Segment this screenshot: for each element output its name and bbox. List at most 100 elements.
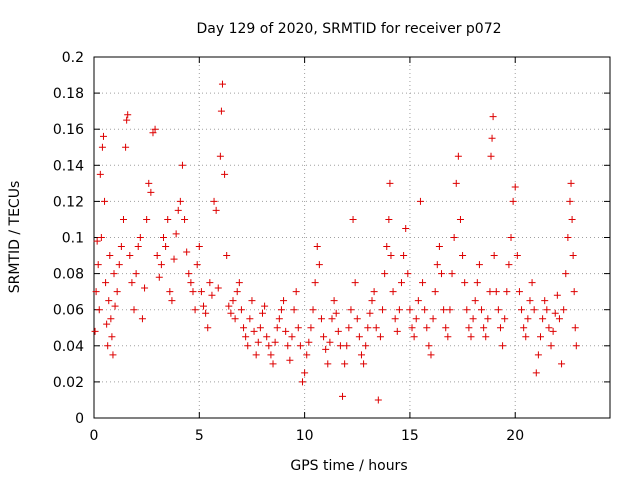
data-point: [539, 315, 547, 323]
data-point: [174, 206, 182, 214]
data-point: [164, 215, 172, 223]
data-point: [103, 320, 111, 328]
data-point: [223, 252, 231, 260]
data-point: [410, 333, 418, 341]
data-point: [242, 333, 250, 341]
data-point: [108, 333, 116, 341]
data-point: [459, 252, 467, 260]
data-point: [151, 125, 159, 133]
data-point: [299, 378, 307, 386]
data-point: [454, 152, 462, 160]
data-point: [433, 261, 441, 269]
data-point: [503, 288, 511, 296]
data-point: [96, 170, 104, 178]
data-point: [524, 315, 532, 323]
data-point: [501, 315, 509, 323]
data-point: [296, 342, 304, 350]
data-point: [475, 261, 483, 269]
y-tick-label: 0.02: [53, 375, 84, 391]
data-point: [473, 279, 481, 287]
data-point: [336, 342, 344, 350]
data-point: [172, 230, 180, 238]
data-point: [494, 306, 502, 314]
data-point: [197, 288, 205, 296]
data-point: [391, 315, 399, 323]
data-point: [217, 107, 225, 115]
data-point: [214, 284, 222, 292]
data-point: [263, 333, 271, 341]
data-point: [130, 306, 138, 314]
data-point: [450, 234, 458, 241]
y-tick-label: 0.12: [53, 194, 84, 210]
data-point: [286, 356, 294, 364]
x-tick-label: 10: [296, 428, 314, 444]
data-point: [117, 243, 125, 251]
data-point: [95, 306, 103, 314]
data-point: [553, 291, 561, 299]
data-point: [467, 333, 475, 341]
data-point: [362, 342, 370, 350]
data-point: [176, 197, 184, 205]
data-point: [448, 270, 456, 278]
data-point: [480, 324, 488, 332]
data-point: [240, 324, 248, 332]
data-point: [526, 297, 534, 305]
data-point: [307, 324, 315, 332]
data-point: [406, 306, 414, 314]
y-tick-labels: 0 0.02 0.04 0.06 0.08 0.1 0.12 0.14 0.16 0.18 0.2: [53, 50, 84, 427]
data-point: [204, 324, 212, 332]
data-point: [273, 324, 281, 332]
data-point: [376, 333, 384, 341]
data-point: [168, 297, 176, 305]
data-point: [386, 179, 394, 187]
data-point: [326, 338, 334, 346]
y-tick-label: 0.06: [53, 303, 84, 319]
data-point: [536, 333, 544, 341]
data-point: [518, 306, 526, 314]
plot-frame: [93, 56, 611, 419]
data-point: [569, 252, 577, 260]
data-point: [288, 333, 296, 341]
data-point: [195, 243, 203, 251]
data-point: [404, 270, 412, 278]
data-point: [425, 342, 433, 350]
data-point: [105, 297, 113, 305]
y-tick-label: 0.2: [62, 50, 84, 66]
data-point: [562, 270, 570, 278]
data-point: [341, 360, 349, 368]
data-point: [98, 143, 106, 151]
data-point: [153, 252, 161, 260]
data-point: [221, 170, 229, 178]
data-point: [271, 338, 279, 346]
data-point: [109, 351, 117, 359]
data-point: [364, 324, 372, 332]
data-point: [123, 116, 131, 124]
data-point: [178, 161, 186, 169]
data-point: [104, 342, 112, 350]
data-point: [558, 360, 566, 368]
data-point: [366, 309, 374, 317]
data-point: [119, 215, 127, 223]
y-tick-label: 0.18: [53, 86, 84, 102]
data-point: [282, 327, 290, 335]
data-point: [92, 288, 100, 296]
grid: [94, 57, 610, 418]
data-point: [368, 297, 376, 305]
data-point: [499, 342, 507, 350]
data-point: [162, 243, 170, 251]
data-point: [360, 360, 368, 368]
data-point: [113, 288, 121, 296]
data-point: [397, 279, 405, 287]
data-point: [543, 306, 551, 314]
data-point: [505, 261, 513, 269]
data-point: [200, 302, 208, 310]
data-point: [431, 288, 439, 296]
data-point: [572, 342, 580, 350]
data-point: [509, 197, 517, 205]
data-point: [193, 261, 201, 269]
data-point: [567, 179, 575, 187]
data-point: [149, 129, 157, 137]
data-point: [421, 306, 429, 314]
y-tick-label: 0.04: [53, 339, 84, 355]
